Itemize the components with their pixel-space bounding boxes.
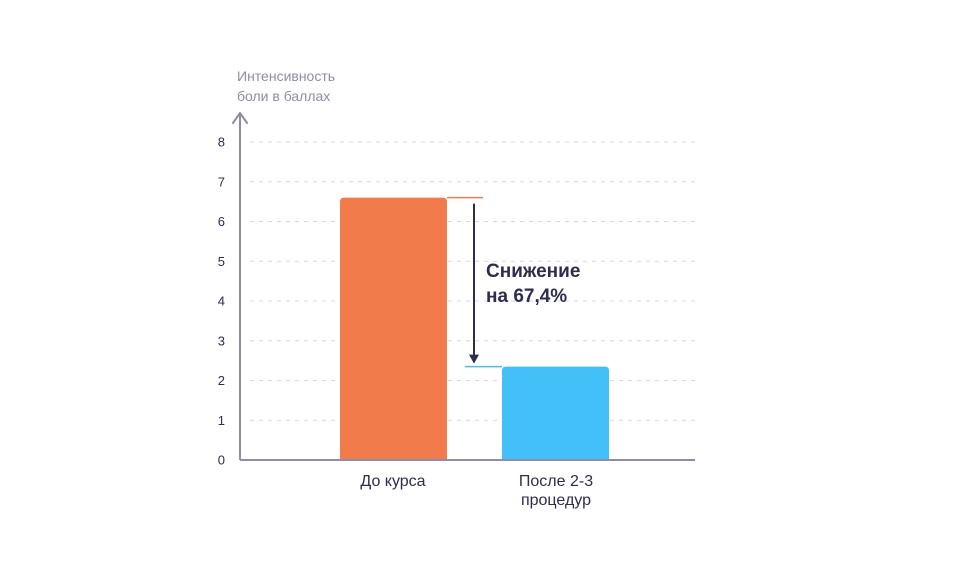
y-tick-label: 4 xyxy=(218,294,225,309)
y-tick-labels: 0 1 2 3 4 5 6 7 8 xyxy=(218,135,225,468)
y-tick-label: 1 xyxy=(218,413,225,428)
y-tick-label: 3 xyxy=(218,333,225,348)
y-tick-label: 6 xyxy=(218,214,225,229)
y-axis-arrow-icon xyxy=(232,112,248,124)
axes xyxy=(232,112,695,461)
y-axis-title-line-1: Интенсивность xyxy=(237,68,335,84)
x-category-label: После 2-3 xyxy=(519,473,593,490)
y-tick-label: 8 xyxy=(218,135,225,150)
bar xyxy=(502,366,609,460)
y-tick-label: 0 xyxy=(218,453,225,468)
reduction-annotation: Снижение на 67,4% xyxy=(447,196,580,368)
y-tick-label: 7 xyxy=(218,174,225,189)
annotation-line-1: Снижение xyxy=(486,261,580,282)
bar xyxy=(340,197,447,460)
y-axis-title-line-2: боли в баллах xyxy=(237,88,330,104)
x-category-labels: До курса После 2-3 процедур xyxy=(360,473,593,509)
gridlines xyxy=(250,141,695,421)
y-tick-label: 2 xyxy=(218,373,225,388)
x-category-label: процедур xyxy=(521,492,591,509)
y-axis-title: Интенсивность боли в баллах xyxy=(237,68,335,104)
annotation-line-2: на 67,4% xyxy=(486,286,567,307)
x-category-label: До курса xyxy=(360,473,425,490)
bars xyxy=(340,197,609,460)
arrow-down-icon xyxy=(469,354,479,364)
y-tick-label: 5 xyxy=(218,254,225,269)
